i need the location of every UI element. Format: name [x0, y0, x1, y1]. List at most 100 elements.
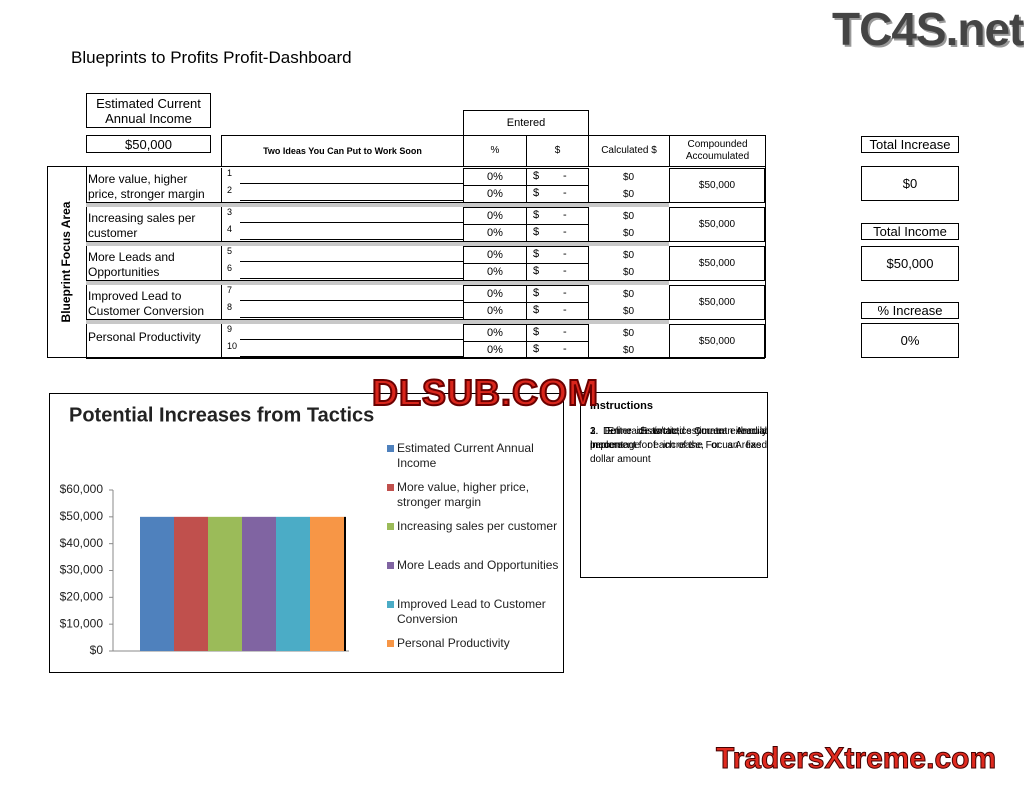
area-separator: [86, 242, 669, 246]
calc-cell: $0: [622, 171, 635, 183]
dollar-frame: [526, 324, 589, 342]
dollar-frame: [526, 285, 589, 303]
pct-cell: 0%: [463, 207, 527, 225]
legend-entry: Estimated Current Annual Income: [387, 441, 562, 471]
idea-cell-frame: [221, 285, 670, 320]
legend-label: Increasing sales per customer: [397, 519, 558, 533]
dollar-frame: [526, 224, 589, 242]
dollar-frame: [526, 168, 589, 186]
watermark: DLSUB.COM: [371, 371, 599, 414]
legend-swatch: [387, 562, 394, 569]
pct-cell: 0%: [463, 324, 527, 342]
area-separator: [86, 281, 669, 285]
currency-sign: $: [533, 304, 540, 316]
total-label: Total Income: [861, 223, 959, 240]
currency-sign: $: [533, 343, 540, 355]
legend-swatch: [387, 640, 394, 647]
area-name: More Leads and Opportunities: [88, 250, 175, 279]
dollar-cell: -: [563, 248, 567, 260]
legend-entry: More value, higher price, stronger margi…: [387, 480, 562, 510]
pct-cell: 0%: [463, 263, 527, 281]
currency-sign: $: [533, 326, 540, 338]
legend-entry: Improved Lead to Customer Conversion: [387, 597, 562, 627]
dollar-cell: -: [563, 287, 567, 299]
y-tick-label: $30,000: [60, 563, 104, 577]
dollar-cell: -: [563, 343, 567, 355]
dollar-cell: -: [563, 187, 567, 199]
calc-cell: $0: [622, 327, 635, 339]
idea-number: 8: [227, 302, 233, 312]
currency-sign: $: [533, 209, 540, 221]
pct-cell: 0%: [463, 246, 527, 264]
currency-sign: $: [533, 226, 540, 238]
idea-cell-frame: [221, 324, 670, 359]
area-name: Increasing sales per customer: [88, 211, 196, 240]
idea-number: 1: [227, 168, 233, 178]
pct-cell: 0%: [463, 341, 527, 359]
y-tick-label: $40,000: [60, 536, 104, 550]
idea-line: [240, 356, 463, 357]
instruction-item: 3. For each tactic, estimate either a pe…: [590, 426, 767, 465]
idea-line: [240, 183, 463, 184]
pct-cell: 0%: [463, 285, 527, 303]
legend-entry: Personal Productivity: [387, 636, 562, 651]
idea-number: 6: [227, 263, 233, 273]
y-tick-label: $0: [90, 643, 104, 657]
dollar-frame: [526, 341, 589, 359]
chart: Potential Increases from Tactics $0 $10,0…: [60, 404, 375, 657]
total-value: $0: [861, 166, 959, 201]
legend-swatch: [387, 523, 394, 530]
legend-label: More Leads and Opportunities: [397, 558, 559, 572]
idea-line: [240, 317, 463, 318]
area-separator: [86, 203, 669, 207]
dollar-cell: -: [563, 209, 567, 221]
dollar-cell: -: [563, 226, 567, 238]
bar: [140, 516, 174, 651]
bar: [310, 516, 344, 651]
y-tick-label: $20,000: [60, 590, 104, 604]
dollar-cell: -: [563, 265, 567, 277]
income-label: Estimated Current Annual Income: [86, 93, 211, 128]
watermark: TC4S.net: [832, 3, 1024, 55]
idea-line: [240, 239, 463, 240]
calc-cell: $0: [622, 344, 635, 356]
currency-sign: $: [533, 187, 540, 199]
chart-title: Potential Increases from Tactics: [69, 404, 374, 426]
area-separator: [86, 320, 669, 324]
compounded-value: $50,000: [669, 324, 765, 359]
bar: [174, 516, 208, 651]
total-label: Total Increase: [861, 136, 959, 153]
dollar-cell: -: [563, 326, 567, 338]
pct-cell: 0%: [463, 224, 527, 242]
chart-frame: [49, 393, 564, 673]
dollar-frame: [526, 185, 589, 203]
compounded-value: $50,000: [669, 168, 765, 203]
idea-line: [240, 339, 463, 340]
idea-number: 4: [227, 224, 233, 234]
area-name: Personal Productivity: [88, 330, 201, 344]
dollar-frame: [526, 263, 589, 281]
legend-label: Improved Lead to Customer Conversion: [397, 597, 546, 626]
dollar-cell: -: [563, 170, 567, 182]
calc-cell: $0: [622, 227, 635, 239]
pct-cell: 0%: [463, 302, 527, 320]
area-name: Improved Lead to Customer Conversion: [88, 289, 205, 318]
row-divider: [86, 358, 765, 359]
pct-cell: 0%: [463, 185, 527, 203]
instructions-title: Instructions: [590, 400, 653, 412]
currency-sign: $: [533, 287, 540, 299]
instruction-item: 1. Enter Estimated Current Annual Income: [590, 426, 767, 451]
idea-line: [240, 200, 463, 201]
total-value: $50,000: [861, 246, 959, 281]
column-header: %: [463, 135, 527, 167]
idea-number: 7: [227, 285, 233, 295]
calc-cell: $0: [622, 266, 635, 278]
dollar-cell: -: [563, 304, 567, 316]
column-header: Two Ideas You Can Put to Work Soon: [221, 135, 464, 167]
idea-number: 2: [227, 185, 233, 195]
dollar-frame: [526, 246, 589, 264]
table-frame: [47, 166, 766, 358]
idea-line: [240, 261, 463, 262]
idea-cell-frame: [221, 207, 670, 242]
